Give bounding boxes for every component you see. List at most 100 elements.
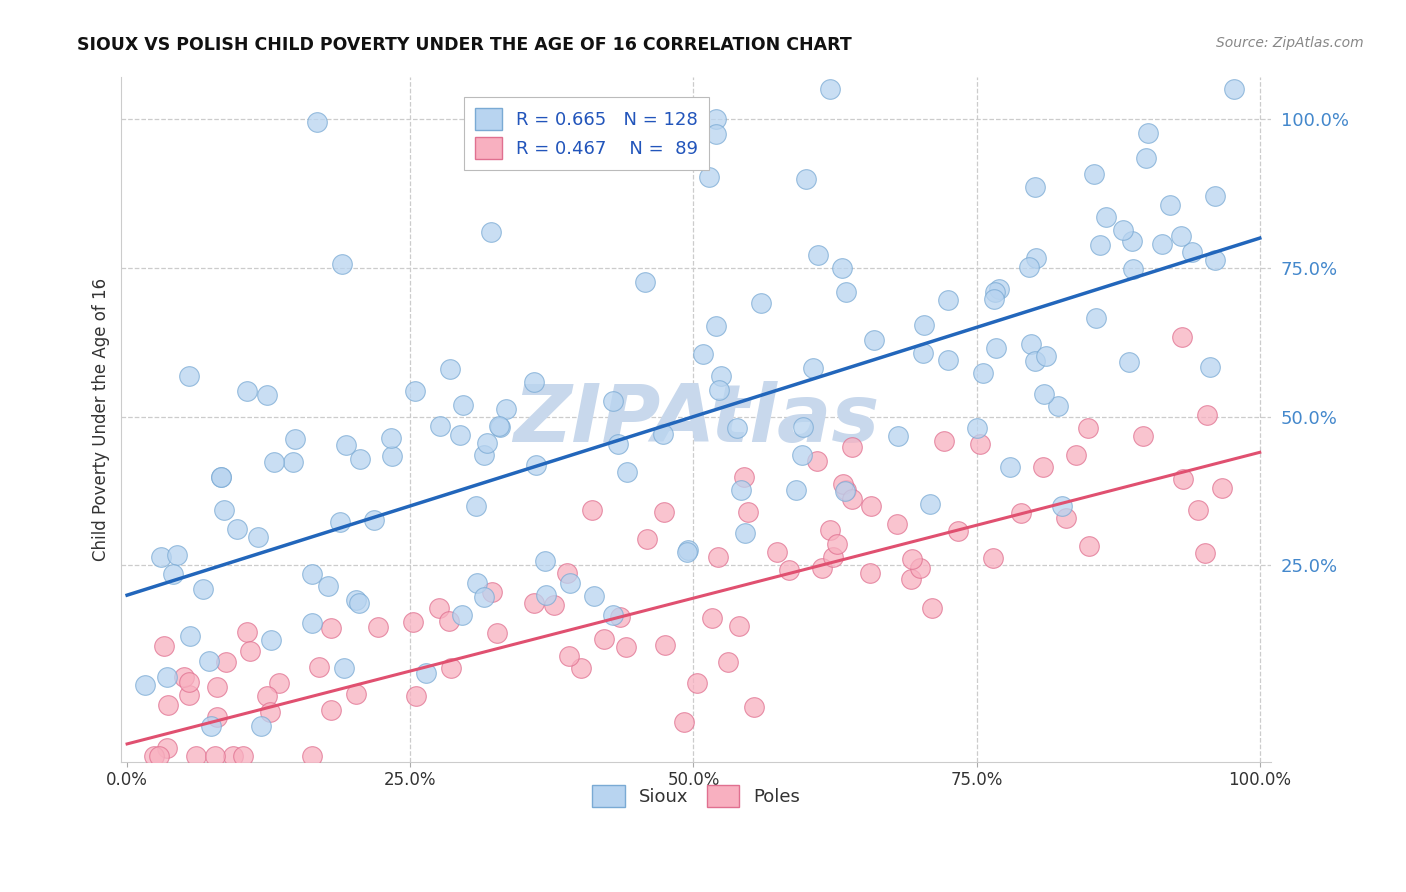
Point [429,419,451,434]
Point [697,169,720,184]
Point [485,626,508,640]
Point [887,429,910,443]
Point [1024,354,1046,368]
Point [1122,262,1144,277]
Point [707,550,730,565]
Point [730,483,752,497]
Point [166,548,188,562]
Point [1187,502,1209,516]
Point [402,615,425,630]
Point [936,293,959,307]
Point [831,260,853,275]
Point [981,551,1004,566]
Legend: Sioux, Poles: Sioux, Poles [585,778,807,814]
Point [143,748,166,763]
Point [1025,251,1047,265]
Point [686,676,709,690]
Point [349,451,371,466]
Point [725,421,748,435]
Point [283,455,305,469]
Point [569,661,592,675]
Point [707,383,730,397]
Point [319,702,342,716]
Point [835,285,858,299]
Point [332,661,354,675]
Point [405,689,427,703]
Point [1085,310,1108,325]
Point [1052,499,1074,513]
Point [766,545,789,559]
Point [863,333,886,347]
Point [692,346,714,360]
Point [832,476,855,491]
Point [212,502,235,516]
Point [367,620,389,634]
Point [156,698,179,713]
Point [450,607,472,622]
Point [177,368,200,383]
Point [558,648,581,663]
Point [481,585,503,599]
Point [1204,189,1226,203]
Point [1077,421,1099,435]
Point [263,455,285,469]
Point [606,437,628,451]
Point [614,640,637,654]
Point [1010,506,1032,520]
Text: ZIPAtlas: ZIPAtlas [513,381,879,458]
Point [555,566,578,580]
Point [198,654,221,668]
Point [912,318,935,332]
Point [652,505,675,519]
Point [153,640,176,654]
Point [823,549,845,564]
Point [609,610,631,624]
Point [742,700,765,714]
Point [534,554,557,568]
Point [477,436,499,450]
Point [465,576,488,591]
Point [1083,167,1105,181]
Point [200,719,222,733]
Point [737,505,759,519]
Point [150,549,173,564]
Point [807,248,830,262]
Point [269,676,291,690]
Point [1054,511,1077,525]
Point [860,500,883,514]
Point [156,670,179,684]
Point [249,719,271,733]
Point [1159,198,1181,212]
Point [834,484,856,499]
Point [602,393,624,408]
Point [983,285,1005,299]
Point [534,588,557,602]
Point [704,318,727,333]
Point [481,226,503,240]
Point [209,470,232,484]
Point [301,615,323,630]
Point [558,576,581,591]
Point [704,127,727,141]
Point [439,362,461,376]
Point [835,483,858,497]
Point [841,440,863,454]
Text: Source: ZipAtlas.com: Source: ZipAtlas.com [1216,36,1364,50]
Point [1170,229,1192,244]
Point [523,376,546,390]
Point [307,115,329,129]
Point [581,503,603,517]
Point [247,530,270,544]
Point [901,551,924,566]
Point [214,655,236,669]
Point [1135,151,1157,165]
Point [207,680,229,694]
Point [1118,355,1140,369]
Point [934,434,956,449]
Point [1150,237,1173,252]
Point [1199,360,1222,375]
Point [593,632,616,647]
Point [806,454,828,468]
Point [733,470,755,484]
Point [236,384,259,399]
